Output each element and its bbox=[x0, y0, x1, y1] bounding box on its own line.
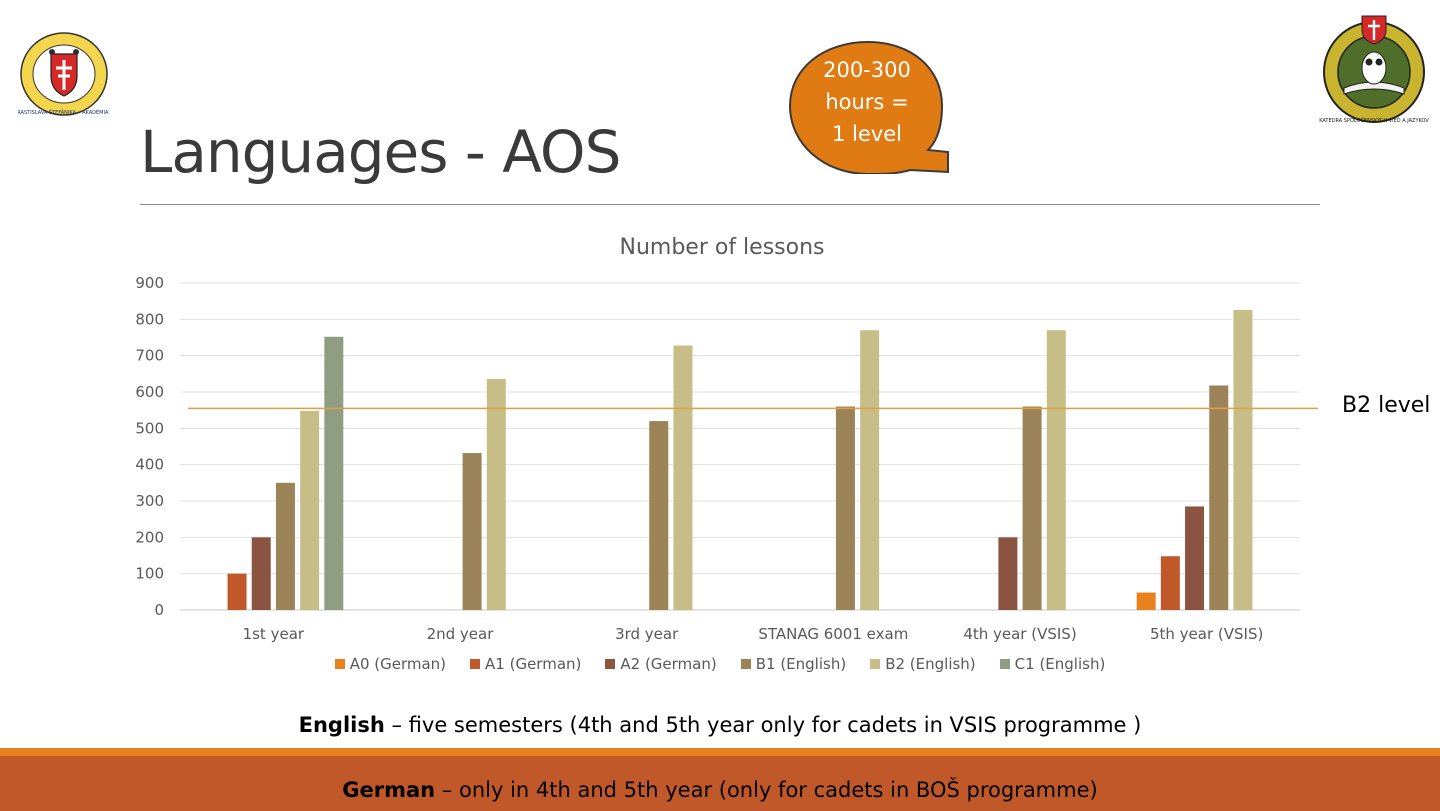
callout-line: 200-300 bbox=[823, 58, 911, 82]
legend-item: A0 (German) bbox=[334, 655, 447, 673]
bar bbox=[673, 345, 693, 610]
bar bbox=[1233, 309, 1253, 610]
legend-item: A2 (German) bbox=[605, 655, 717, 673]
y-tick-label: 600 bbox=[135, 383, 164, 401]
legend-item: A1 (German) bbox=[470, 655, 581, 673]
logo-right-text: KATEDRA SPOLOČENSKÝCH VIED A JAZYKOV bbox=[1319, 117, 1429, 124]
x-tick-label: 5th year (VSIS) bbox=[1150, 625, 1263, 643]
bar bbox=[251, 537, 271, 610]
english-note-bold: English bbox=[298, 713, 385, 737]
bar bbox=[860, 330, 880, 610]
legend-label: A0 (German) bbox=[349, 655, 447, 673]
legend-swatch bbox=[999, 659, 1010, 669]
legend-swatch bbox=[870, 659, 881, 669]
x-tick-label: 4th year (VSIS) bbox=[963, 625, 1076, 643]
bar bbox=[275, 482, 295, 610]
chart-title: Number of lessons bbox=[619, 235, 824, 260]
legend-label: B2 (English) bbox=[885, 655, 976, 673]
y-tick-label: 500 bbox=[135, 419, 164, 437]
english-note: English – five semesters (4th and 5th ye… bbox=[0, 713, 1440, 737]
b2-level-label: B2 level bbox=[1342, 393, 1431, 418]
legend-label: A2 (German) bbox=[620, 655, 717, 673]
bar bbox=[1160, 556, 1180, 610]
slide-title: Languages - AOS bbox=[140, 118, 621, 186]
bar bbox=[835, 406, 855, 610]
legend-label: A1 (German) bbox=[485, 655, 582, 673]
bar bbox=[462, 453, 482, 610]
bar bbox=[649, 421, 669, 610]
bar bbox=[486, 378, 506, 610]
german-note-text: – only in 4th and 5th year (only for cad… bbox=[435, 778, 1098, 802]
footer-accent-stripe bbox=[0, 748, 1440, 756]
chart-legend: A0 (German) A1 (German) A2 (German) B1 (Eng… bbox=[0, 655, 1440, 673]
x-tick-label: STANAG 6001 exam bbox=[758, 625, 908, 643]
x-tick-label: 2nd year bbox=[427, 625, 495, 643]
y-tick-label: 200 bbox=[135, 528, 164, 546]
academy-crest-logo: GENERÁLA MILANA RASTISLAVA ŠTEFÁNIKA • A… bbox=[18, 32, 110, 116]
x-tick-label: 3rd year bbox=[615, 625, 679, 643]
y-tick-label: 900 bbox=[135, 274, 164, 292]
bar bbox=[324, 336, 344, 610]
callout-text: 200-300 hours = 1 level bbox=[800, 54, 934, 150]
y-tick-label: 100 bbox=[135, 565, 164, 583]
bar bbox=[1136, 592, 1156, 610]
bar bbox=[300, 410, 320, 610]
legend-item: B2 (English) bbox=[870, 655, 976, 673]
bar bbox=[227, 573, 247, 610]
callout-line: hours = bbox=[825, 90, 909, 114]
y-tick-label: 0 bbox=[154, 601, 164, 619]
y-tick-label: 800 bbox=[135, 310, 164, 328]
legend-swatch bbox=[470, 659, 481, 669]
german-note: German – only in 4th and 5th year (only … bbox=[0, 778, 1440, 802]
footer-band bbox=[0, 756, 1440, 811]
legend-label: B1 (English) bbox=[755, 655, 847, 673]
legend-swatch bbox=[334, 659, 345, 669]
callout-line: 1 level bbox=[832, 122, 902, 146]
bar bbox=[1209, 385, 1229, 610]
bar bbox=[1046, 330, 1066, 610]
department-owl-crest-logo: KATEDRA SPOLOČENSKÝCH VIED A JAZYKOV bbox=[1319, 15, 1429, 124]
y-tick-label: 300 bbox=[135, 492, 164, 510]
german-note-bold: German bbox=[342, 778, 436, 802]
title-underline-divider bbox=[140, 204, 1320, 205]
legend-swatch bbox=[605, 659, 616, 669]
bar bbox=[1022, 406, 1042, 610]
legend-label: C1 (English) bbox=[1014, 655, 1106, 673]
bar bbox=[998, 537, 1018, 610]
y-tick-label: 700 bbox=[135, 347, 164, 365]
speech-bubble-callout bbox=[788, 40, 949, 174]
legend-swatch bbox=[740, 659, 751, 669]
bar bbox=[1185, 506, 1205, 610]
english-note-text: – five semesters (4th and 5th year only … bbox=[384, 713, 1142, 737]
legend-item: B1 (English) bbox=[740, 655, 847, 673]
legend-item: C1 (English) bbox=[999, 655, 1106, 673]
x-tick-label: 1st year bbox=[243, 625, 305, 643]
y-tick-label: 400 bbox=[135, 456, 164, 474]
logo-left-text: GENERÁLA MILANA RASTISLAVA ŠTEFÁNIKA • A… bbox=[18, 108, 110, 116]
